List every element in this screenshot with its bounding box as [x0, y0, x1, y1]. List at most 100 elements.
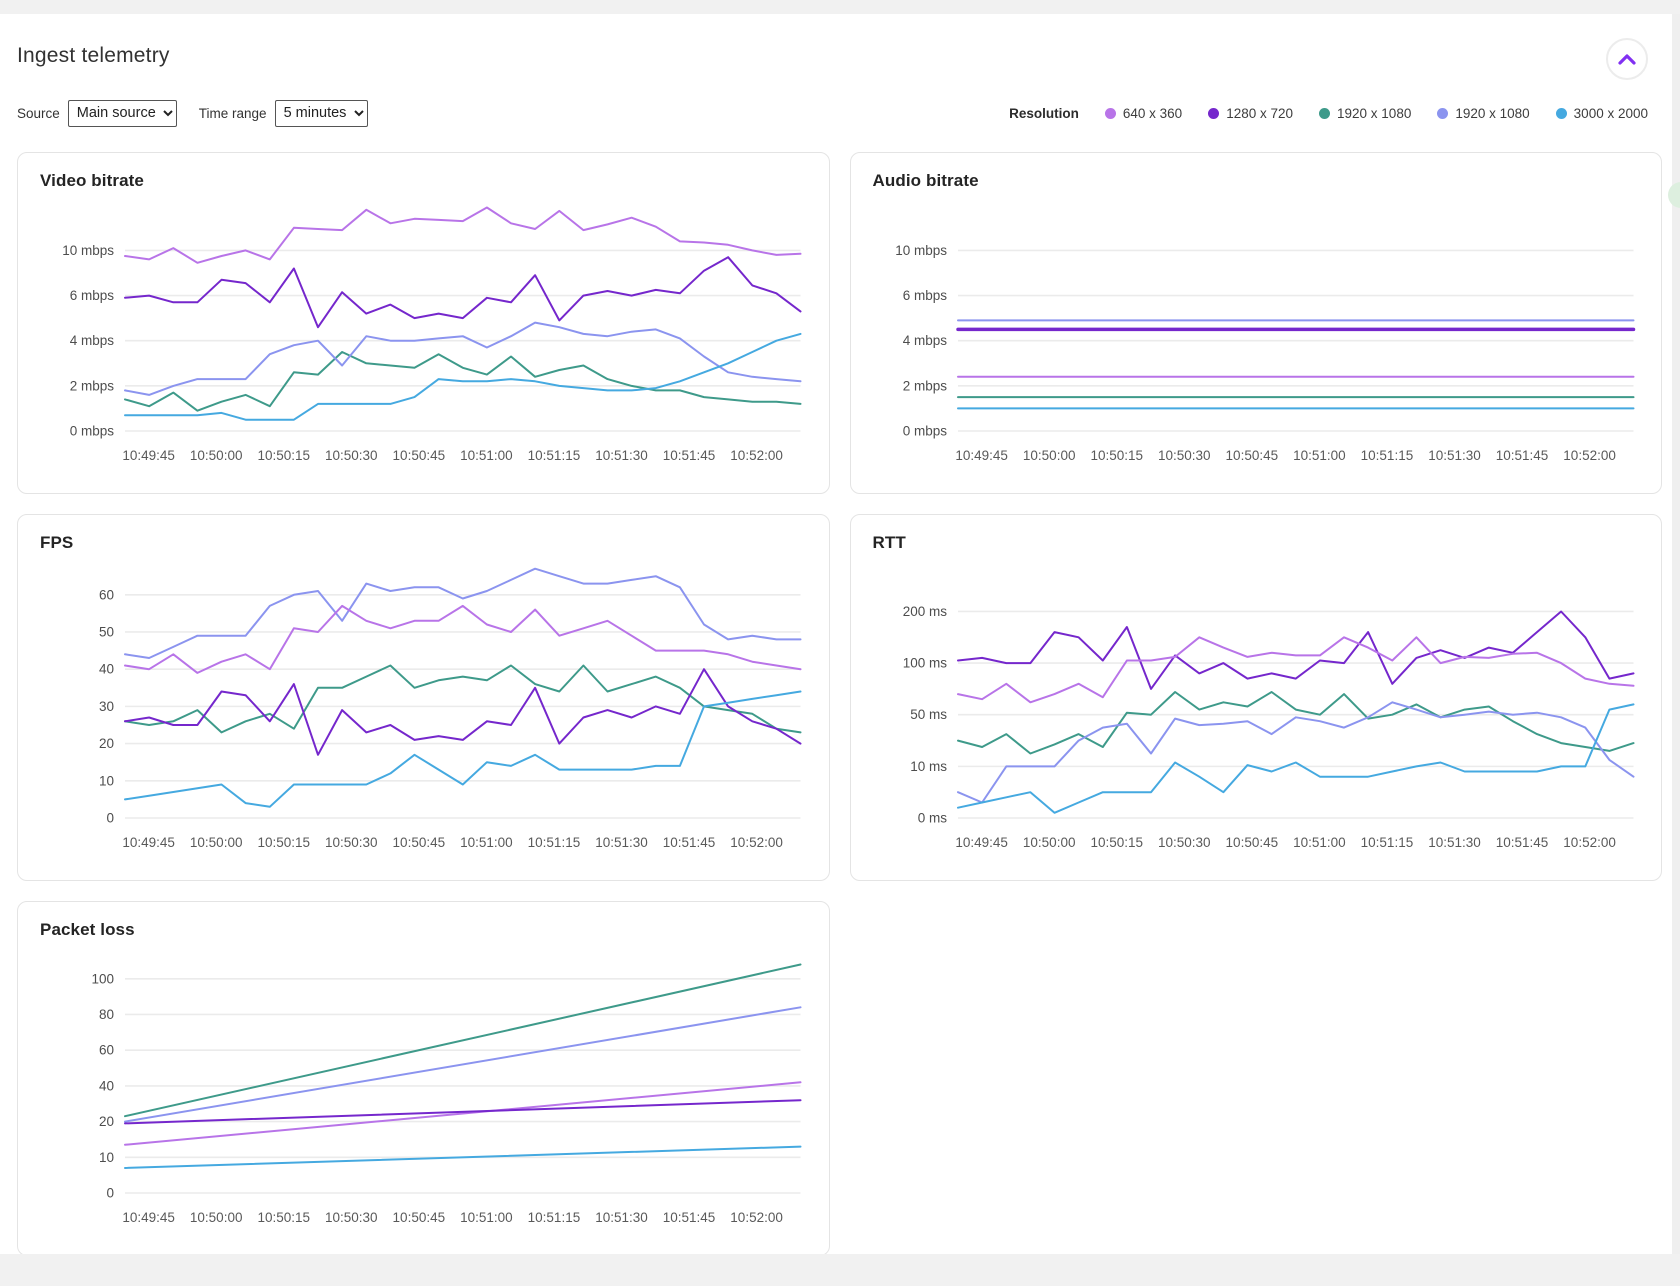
chart-title: FPS — [40, 533, 74, 552]
packet-loss-chart: 0 10 20 40 60 80 100 10:49:45 10:50:00 10:50:15 10… — [91, 963, 802, 1225]
svg-text:10:51:00: 10:51:00 — [1293, 448, 1346, 463]
svg-text:30: 30 — [99, 699, 114, 714]
svg-text:10:51:00: 10:51:00 — [460, 835, 513, 850]
video-bitrate-chart: 0 mbps 2 mbps 4 mbps 6 mbps 10 mbps 10:49:45 1… — [62, 206, 802, 463]
charts-grid: Video bitrate 0 mbps 2 mbps 4 mbps 6 mbps 10… — [17, 152, 1662, 1256]
fps-card: FPS 0 10 20 30 40 50 60 10:49:45 10:50:00 10:50:1… — [17, 514, 830, 881]
top-bar — [0, 0, 1680, 14]
svg-text:10:51:30: 10:51:30 — [1428, 835, 1481, 850]
source-select[interactable]: Main source — [67, 99, 177, 127]
svg-text:10:51:15: 10:51:15 — [1360, 448, 1413, 463]
svg-text:0 ms: 0 ms — [917, 811, 947, 826]
svg-text:10:52:00: 10:52:00 — [1563, 448, 1616, 463]
svg-text:10:50:15: 10:50:15 — [1090, 835, 1143, 850]
audio-bitrate-card: Audio bitrate 0 mbps 2 mbps 4 mbps 6 mbps 10… — [849, 152, 1662, 494]
chart-title: RTT — [872, 533, 906, 552]
chart-title: Packet loss — [40, 920, 135, 939]
svg-text:200 ms: 200 ms — [902, 604, 947, 619]
legend-item: 1280 x 720 — [1208, 106, 1293, 121]
svg-text:10:52:00: 10:52:00 — [730, 835, 783, 850]
svg-text:10:49:45: 10:49:45 — [955, 835, 1008, 850]
svg-text:10:49:45: 10:49:45 — [122, 835, 175, 850]
svg-text:50 ms: 50 ms — [910, 707, 947, 722]
legend-color-dot — [1555, 107, 1567, 119]
svg-text:10 mbps: 10 mbps — [62, 243, 114, 258]
svg-text:10:50:15: 10:50:15 — [257, 1210, 310, 1225]
svg-text:10:52:00: 10:52:00 — [730, 448, 783, 463]
page-title: Ingest telemetry — [17, 44, 170, 67]
chart-title: Video bitrate — [40, 171, 144, 190]
scrollbar-track[interactable] — [1672, 0, 1680, 1286]
legend-item-label: 3000 x 2000 — [1573, 105, 1648, 121]
svg-text:6 mbps: 6 mbps — [902, 288, 947, 303]
svg-text:60: 60 — [99, 1043, 114, 1058]
legend-item-label: 1920 x 1080 — [1337, 105, 1412, 121]
svg-text:10:51:45: 10:51:45 — [663, 1210, 716, 1225]
legend-color-dot — [1208, 107, 1220, 119]
svg-text:10:51:30: 10:51:30 — [595, 448, 648, 463]
svg-text:10:49:45: 10:49:45 — [122, 1210, 175, 1225]
svg-text:10:51:45: 10:51:45 — [663, 448, 716, 463]
ingest-telemetry-panel: Ingest telemetry Source Main source Time… — [0, 14, 1672, 1256]
chart-title: Audio bitrate — [872, 171, 979, 190]
svg-text:10:51:15: 10:51:15 — [1360, 835, 1413, 850]
legend-item-label: 1920 x 1080 — [1455, 105, 1530, 121]
svg-text:10:51:00: 10:51:00 — [460, 1210, 513, 1225]
svg-text:10:50:30: 10:50:30 — [1158, 448, 1211, 463]
legend-color-dot — [1437, 107, 1449, 119]
legend-color-dot — [1104, 107, 1116, 119]
svg-text:0 mbps: 0 mbps — [902, 424, 947, 439]
svg-text:10:51:45: 10:51:45 — [1495, 448, 1548, 463]
legend-color-dot — [1319, 107, 1331, 119]
svg-text:10:52:00: 10:52:00 — [730, 1210, 783, 1225]
svg-text:100 ms: 100 ms — [902, 656, 947, 671]
resolution-legend: Resolution 640 x 360 1280 x 720 1920 x 108… — [1009, 106, 1648, 121]
svg-text:10:51:45: 10:51:45 — [1495, 835, 1548, 850]
time-range-label: Time range — [198, 105, 267, 121]
svg-text:10:50:15: 10:50:15 — [1090, 448, 1143, 463]
resolution-legend-title: Resolution — [1009, 105, 1079, 121]
svg-text:10:51:00: 10:51:00 — [460, 448, 513, 463]
svg-text:40: 40 — [99, 662, 114, 677]
source-label: Source — [17, 105, 60, 121]
svg-text:10:50:30: 10:50:30 — [325, 835, 378, 850]
svg-text:0: 0 — [106, 811, 114, 826]
svg-text:10:50:45: 10:50:45 — [1225, 835, 1278, 850]
floating-button-sliver[interactable] — [1668, 182, 1680, 208]
svg-text:10:50:00: 10:50:00 — [1022, 448, 1075, 463]
collapse-panel-button[interactable] — [1606, 38, 1648, 80]
svg-text:10:52:00: 10:52:00 — [1563, 835, 1616, 850]
svg-text:10:51:15: 10:51:15 — [528, 1210, 581, 1225]
rtt-card: RTT 0 ms 10 ms 50 ms 100 ms 200 ms 10:49:45 10… — [849, 514, 1662, 881]
bottom-bar — [0, 1254, 1680, 1286]
svg-text:10:50:15: 10:50:15 — [257, 448, 310, 463]
fps-chart: 0 10 20 30 40 50 60 10:49:45 10:50:00 10:50:15 10:… — [99, 567, 802, 850]
svg-text:10:51:45: 10:51:45 — [663, 835, 716, 850]
packet-loss-card: Packet loss 0 10 20 40 60 80 100 10:49:45 10:50:… — [17, 901, 830, 1256]
svg-text:10:49:45: 10:49:45 — [122, 448, 175, 463]
svg-text:10:51:15: 10:51:15 — [528, 835, 581, 850]
svg-text:10:51:30: 10:51:30 — [595, 835, 648, 850]
svg-text:10 ms: 10 ms — [910, 759, 947, 774]
svg-text:10:50:30: 10:50:30 — [325, 448, 378, 463]
svg-text:10:51:30: 10:51:30 — [1428, 448, 1481, 463]
svg-text:10:50:45: 10:50:45 — [393, 835, 446, 850]
svg-text:10:50:30: 10:50:30 — [1158, 835, 1211, 850]
svg-text:10:50:00: 10:50:00 — [1022, 835, 1075, 850]
svg-text:10:50:00: 10:50:00 — [190, 835, 243, 850]
svg-text:6 mbps: 6 mbps — [70, 288, 115, 303]
svg-text:20: 20 — [99, 1114, 114, 1129]
svg-text:10:50:45: 10:50:45 — [393, 1210, 446, 1225]
svg-text:10: 10 — [99, 773, 114, 788]
svg-text:4 mbps: 4 mbps — [70, 333, 115, 348]
svg-text:10:49:45: 10:49:45 — [955, 448, 1008, 463]
rtt-chart: 0 ms 10 ms 50 ms 100 ms 200 ms 10:49:45 10:50:… — [902, 604, 1634, 850]
legend-item: 640 x 360 — [1104, 106, 1182, 121]
legend-item-label: 1280 x 720 — [1226, 105, 1294, 121]
time-range-select[interactable]: 5 minutes — [274, 99, 368, 127]
svg-text:10:51:30: 10:51:30 — [595, 1210, 648, 1225]
svg-text:10:51:00: 10:51:00 — [1293, 835, 1346, 850]
svg-text:10:50:15: 10:50:15 — [257, 835, 310, 850]
svg-text:10 mbps: 10 mbps — [895, 243, 947, 258]
svg-text:20: 20 — [99, 736, 114, 751]
